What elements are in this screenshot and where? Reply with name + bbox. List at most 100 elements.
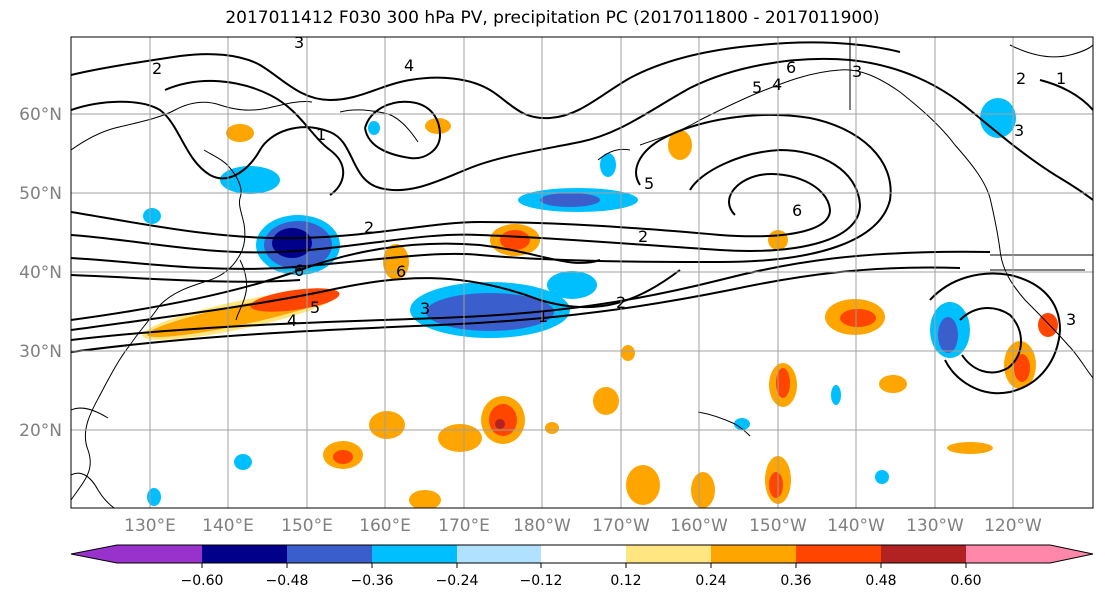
longitude-labels: 130°E 140°E 150°E 160°E 170°E 180°W 170°… <box>124 516 1042 536</box>
lon-label: 130°E <box>124 516 176 536</box>
colorbar-segment <box>541 545 626 563</box>
precip-blob <box>593 387 619 415</box>
pv-contour-label: 2 <box>638 227 648 246</box>
precip-blob <box>383 244 409 280</box>
colorbar-ticks <box>201 563 967 568</box>
pv-contour-label: 6 <box>786 58 796 77</box>
lat-label-30n: 30°N <box>19 342 62 362</box>
precip-blob <box>600 153 616 177</box>
precip-blob <box>626 465 660 505</box>
precip-blob <box>547 271 597 299</box>
lon-label: 140°W <box>827 516 885 536</box>
precip-blob <box>938 317 958 353</box>
precip-blob <box>369 411 405 439</box>
precip-blob <box>947 442 993 454</box>
pv-contour-label: 1 <box>316 125 326 144</box>
colorbar-tick-label: −0.48 <box>266 573 309 589</box>
lon-label: 160°W <box>670 516 728 536</box>
colorbar-segment <box>796 545 881 563</box>
lon-label: 160°E <box>359 516 411 536</box>
latitude-labels: 60°N 50°N 40°N 30°N 20°N <box>19 105 62 441</box>
pv-contour-label: 5 <box>310 298 320 317</box>
pv-contour-label: 5 <box>752 78 762 97</box>
precip-blob <box>545 422 559 434</box>
lon-label: 170°E <box>438 516 490 536</box>
precip-blob <box>143 208 161 224</box>
pv-contour-label: 2 <box>152 59 162 78</box>
pv-contour-label: 6 <box>792 201 802 220</box>
colorbar-segment <box>881 545 966 563</box>
precip-blob <box>368 121 380 135</box>
precip-blob <box>734 418 750 430</box>
precip-blob <box>879 375 907 393</box>
pv-contour-label: 3 <box>1014 121 1024 140</box>
lon-label: 150°E <box>281 516 333 536</box>
lat-label-40n: 40°N <box>19 263 62 283</box>
precip-blob <box>220 166 280 194</box>
precip-blob <box>226 124 254 142</box>
pv-contour-label: 4 <box>287 311 297 330</box>
graticule <box>71 37 1093 508</box>
precip-blob <box>540 193 600 207</box>
precip-blob <box>409 490 441 508</box>
lon-label: 170°W <box>592 516 650 536</box>
precip-blob <box>831 385 841 405</box>
pv-contour-label: 4 <box>772 75 782 94</box>
colorbar-tick-label: −0.12 <box>520 573 563 589</box>
colorbar-segment <box>626 545 711 563</box>
pv-contour-label: 1 <box>538 307 548 326</box>
lon-label: 120°W <box>984 516 1042 536</box>
colorbar-tick-label: 0.12 <box>610 573 641 589</box>
lon-label: 180°W <box>513 516 571 536</box>
precip-blob <box>1038 313 1058 337</box>
colorbar-tick-label: −0.60 <box>181 573 224 589</box>
precip-blob <box>875 470 889 484</box>
precip-blob <box>234 454 252 470</box>
pv-contour-label: 3 <box>1066 310 1076 329</box>
pv-contour-label: 2 <box>1016 69 1026 88</box>
lon-label: 140°E <box>202 516 254 536</box>
lon-label: 150°W <box>749 516 807 536</box>
precip-blob <box>272 228 312 258</box>
colorbar-tick-label: 0.36 <box>780 573 811 589</box>
pv-contour-label: 3 <box>294 33 304 52</box>
colorbar-segment <box>202 545 287 563</box>
precip-blob <box>776 368 790 398</box>
precip-blob <box>426 293 554 331</box>
pv-contour-label: 6 <box>294 261 304 280</box>
precip-blob <box>438 424 482 452</box>
pv-contour-label: 2 <box>364 218 374 237</box>
lon-label: 130°W <box>906 516 964 536</box>
colorbar-extend-high <box>966 545 1093 563</box>
coastlines <box>71 37 1093 508</box>
precip-blob <box>495 419 505 429</box>
precip-blob <box>668 130 692 160</box>
colorbar-segment <box>711 545 796 563</box>
pv-contour-label: 1 <box>1056 69 1066 88</box>
colorbar-outline <box>70 544 1094 564</box>
precip-blob <box>769 472 783 498</box>
colorbar-tick-label: −0.36 <box>351 573 394 589</box>
colorbar-segment <box>457 545 541 563</box>
lat-label-60n: 60°N <box>19 105 62 125</box>
colorbar-tick-label: 0.48 <box>865 573 896 589</box>
lat-label-50n: 50°N <box>19 184 62 204</box>
pv-contour-labels: 3 2 4 1 2 6 2 6 5 4 1 3 2 4 5 6 6 3 5 3 … <box>152 33 1076 330</box>
map-frame <box>70 36 1094 509</box>
pv-contour-label: 2 <box>616 293 626 312</box>
precip-blob <box>333 450 353 464</box>
colorbar-segment <box>287 545 372 563</box>
precip-blob <box>980 98 1016 138</box>
colorbar: −0.60 −0.48 −0.36 −0.24 −0.12 0.12 0.24 … <box>70 544 1094 589</box>
pv-contour-label: 6 <box>396 262 406 281</box>
colorbar-tick-label: −0.24 <box>436 573 479 589</box>
precip-blob <box>147 488 161 506</box>
colorbar-tick-label: 0.60 <box>950 573 981 589</box>
pv-contour-label: 5 <box>644 174 654 193</box>
lat-label-20n: 20°N <box>19 421 62 441</box>
map-title: 2017011412 F030 300 hPa PV, precipitatio… <box>225 8 880 28</box>
precip-blob <box>840 309 876 327</box>
precip-blob <box>250 288 340 312</box>
pv-contour-label: 3 <box>420 299 430 318</box>
